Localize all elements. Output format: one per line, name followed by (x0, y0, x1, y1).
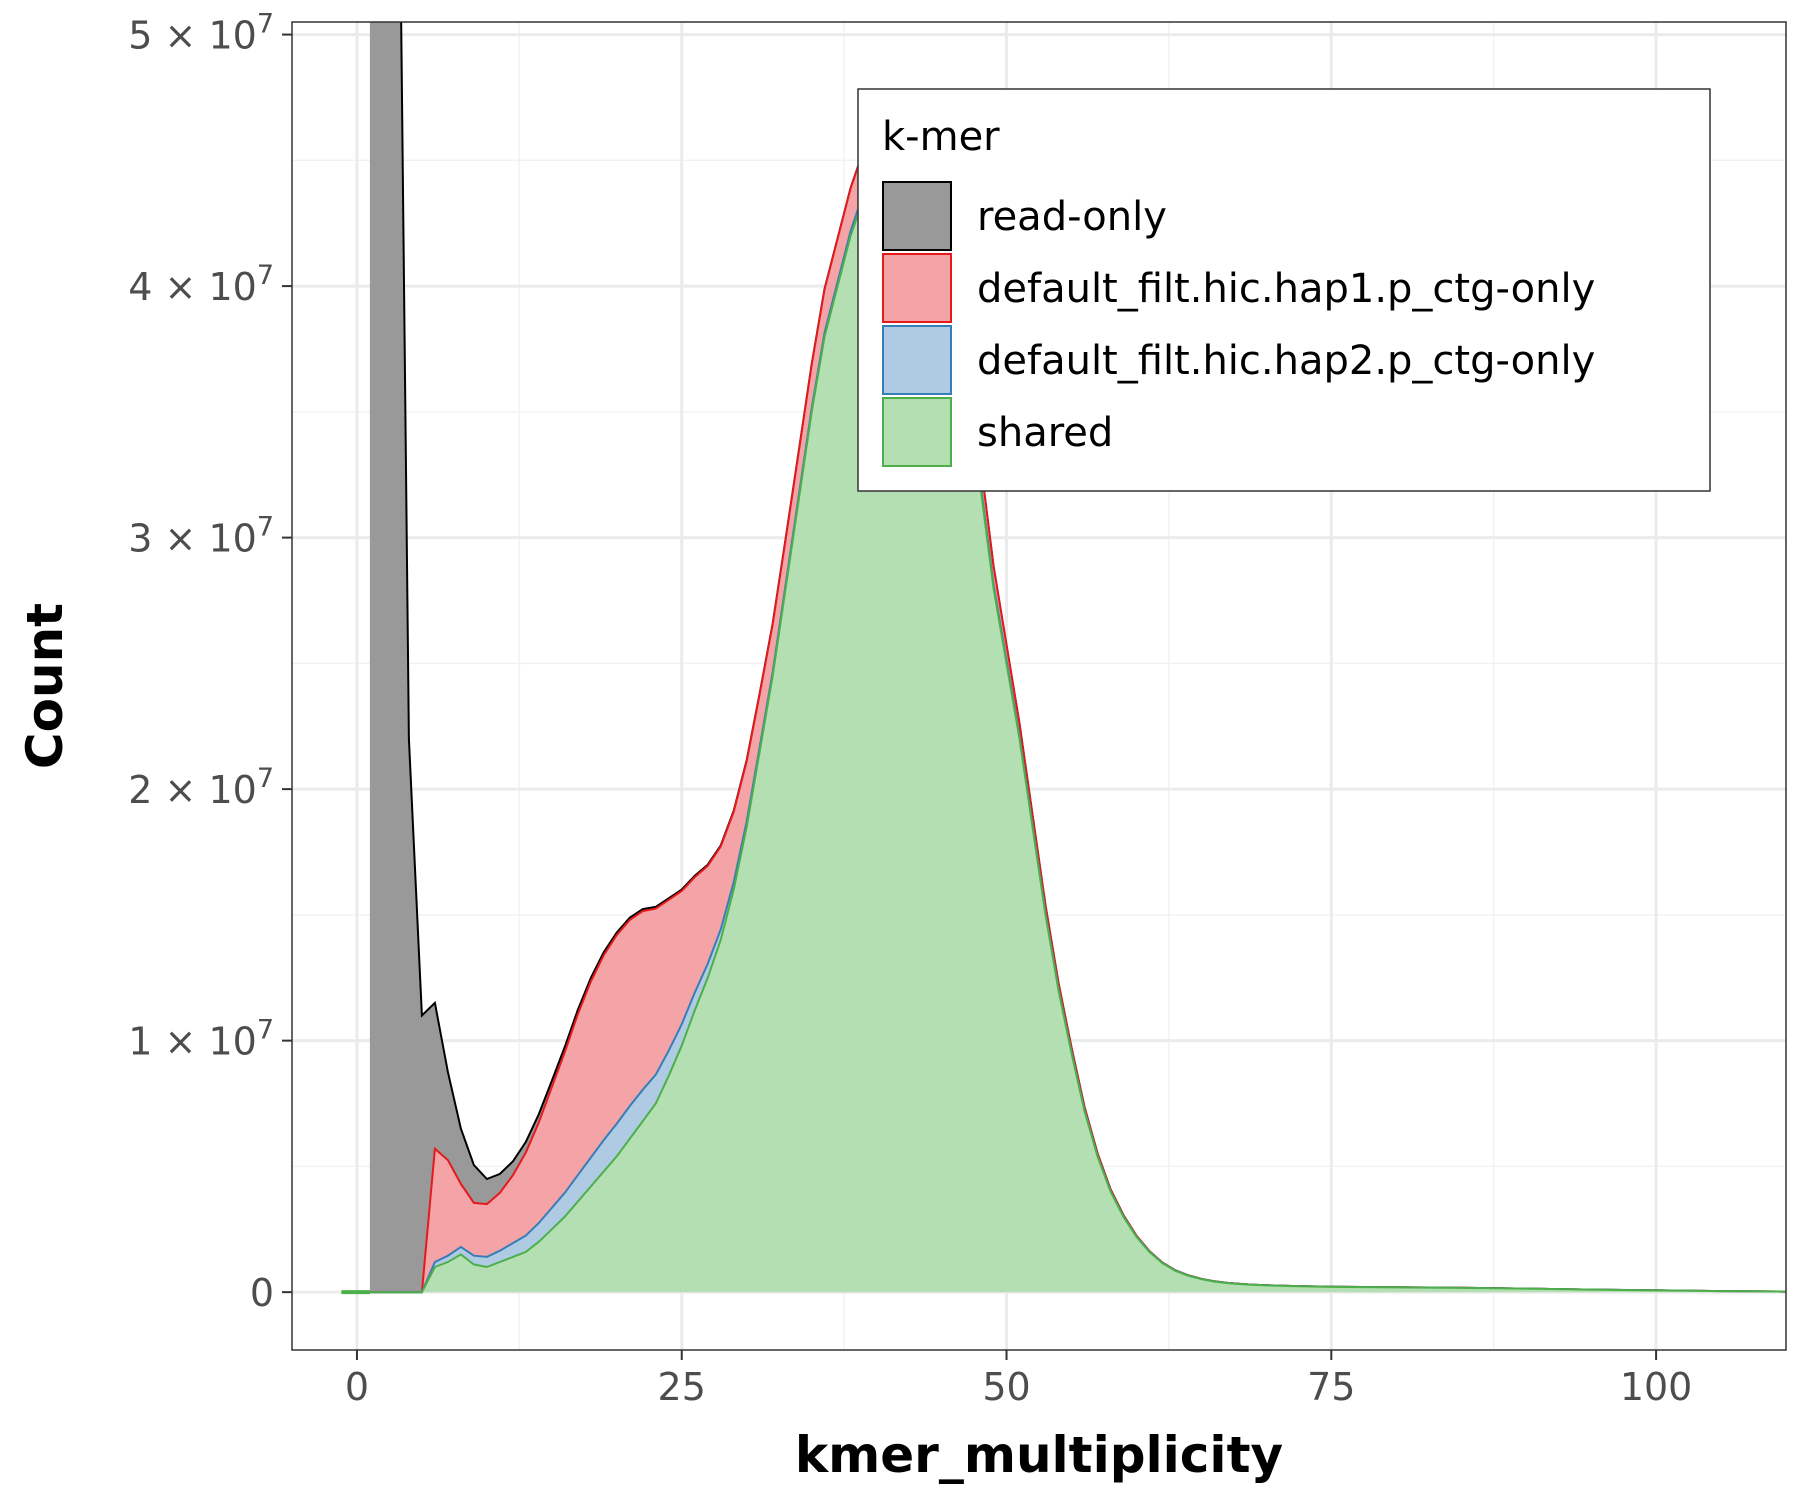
legend-label-default-filt-hic-hap2-p-ctg-only: default_filt.hic.hap2.p_ctg-only (977, 338, 1595, 384)
legend-key-default-filt-hic-hap1-p-ctg-only (882, 253, 952, 323)
plot-border (291, 21, 1787, 1351)
y-tick-label: 2 × 107 (128, 763, 274, 812)
y-tick-base: 5 × 10 (128, 14, 257, 58)
x-axis-title: kmer_multiplicity (795, 1426, 1283, 1484)
area-shared (369, 160, 1786, 1293)
x-tick-label: 100 (1620, 1365, 1693, 1409)
y-tick-exponent: 7 (257, 1015, 274, 1046)
y-tick-label: 3 × 107 (128, 512, 274, 561)
y-tick-exponent: 7 (257, 512, 274, 543)
legend-label-read-only: read-only (977, 194, 1167, 240)
x-tick-label: 50 (982, 1365, 1030, 1409)
area-read-only (369, 22, 1786, 1293)
y-tick-label: 0 (250, 1271, 274, 1315)
legend-title: k-mer (882, 114, 1000, 160)
legend: k-mer read-only default_filt.hic.hap1.p_c… (857, 88, 1711, 492)
legend-key-default-filt-hic-hap2-p-ctg-only (882, 325, 952, 395)
x-axis-ticks: 0 25 50 75 100 (345, 1350, 1692, 1409)
legend-box (857, 88, 1711, 492)
x-tick-label: 0 (345, 1365, 369, 1409)
y-tick-label: 1 × 107 (128, 1015, 274, 1064)
y-tick-base: 2 × 10 (128, 768, 257, 812)
legend-key-read-only (882, 181, 952, 251)
y-axis-title: Count (16, 603, 74, 769)
legend-key-shared (882, 397, 952, 467)
x-tick-label: 75 (1307, 1365, 1355, 1409)
y-tick-base: 0 (250, 1271, 274, 1315)
y-tick-label: 5 × 107 (128, 9, 274, 58)
y-tick-exponent: 7 (257, 260, 274, 291)
y-tick-base: 1 × 10 (128, 1020, 257, 1064)
y-tick-base: 4 × 10 (128, 265, 257, 309)
y-tick-exponent: 7 (257, 763, 274, 794)
y-tick-base: 3 × 10 (128, 517, 257, 561)
legend-items: read-only default_filt.hic.hap1.p_ctg-onl… (882, 181, 1595, 467)
legend-label-shared: shared (977, 410, 1113, 456)
y-tick-exponent: 7 (257, 9, 274, 40)
legend-label-default-filt-hic-hap1-p-ctg-only: default_filt.hic.hap1.p_ctg-only (977, 266, 1595, 312)
y-tick-label: 4 × 107 (128, 260, 274, 309)
x-tick-label: 25 (658, 1365, 706, 1409)
